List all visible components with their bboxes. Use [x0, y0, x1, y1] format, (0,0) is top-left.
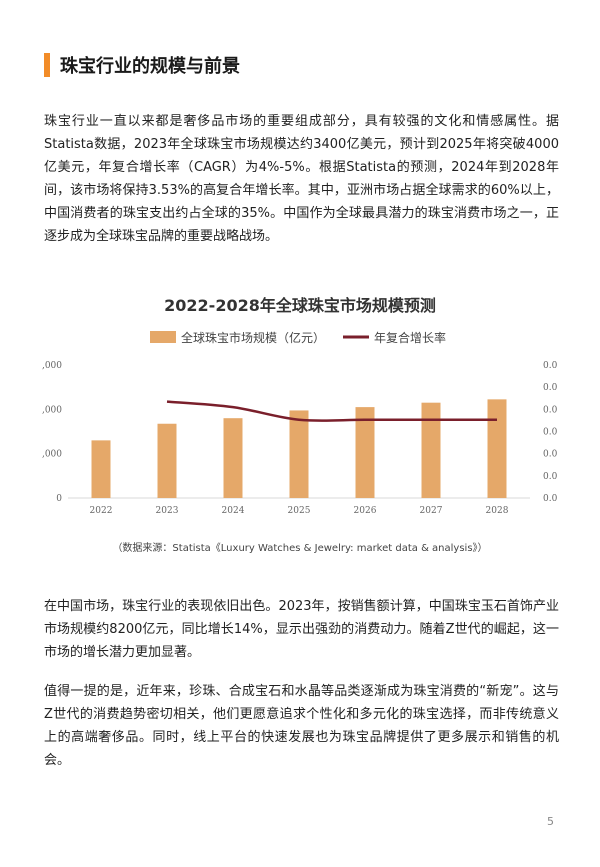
bar: [91, 440, 111, 498]
bar: [355, 407, 375, 498]
y-right-tick-label: 0.0: [543, 450, 558, 460]
section-title: 珠宝行业的规模与前景: [60, 56, 240, 77]
y-left-tick-label: 0: [56, 494, 62, 504]
bar: [223, 418, 243, 498]
y-right-tick-label: 0.0: [543, 428, 558, 438]
y-right-tick-label: 0.0: [543, 361, 558, 371]
y-left-tick-label: ,000: [42, 405, 62, 415]
x-tick-label: 2022: [90, 506, 113, 516]
x-tick-label: 2025: [288, 506, 311, 516]
bar: [421, 402, 441, 498]
section-header: 珠宝行业的规模与前景: [44, 52, 240, 78]
cagr-line: [166, 400, 497, 422]
x-tick-label: 2023: [156, 506, 179, 516]
intro-paragraph: 珠宝行业一直以来都是奢侈品市场的重要组成部分，具有较强的文化和情感属性。据Sta…: [44, 114, 559, 244]
y-right-tick-label: 0.0: [543, 494, 558, 504]
x-tick-label: 2027: [420, 506, 443, 516]
china-market-paragraph: 在中国市场，珠宝行业的表现依旧出色。2023年，按销售额计算，中国珠宝玉石首饰产…: [44, 599, 559, 660]
y-right-tick-label: 0.0: [543, 472, 558, 482]
y-right-tick-label: 0.0: [543, 383, 558, 393]
legend-label-line: 年复合增长率: [374, 330, 446, 345]
bar: [157, 423, 177, 498]
bar: [487, 399, 507, 498]
title-accent-bar: [44, 53, 50, 77]
y-left-tick-label: ,000: [42, 450, 62, 460]
legend-swatch-bar: [150, 331, 176, 343]
y-left-tick-label: ,000: [42, 361, 62, 371]
x-tick-label: 2024: [222, 506, 245, 516]
bar: [289, 410, 309, 498]
x-tick-label: 2028: [486, 506, 509, 516]
x-tick-label: 2026: [354, 506, 377, 516]
source-note: （数据来源：Statista《Luxury Watches & Jewelry:…: [112, 543, 488, 554]
trend-paragraph: 值得一提的是，近年来，珍珠、合成宝石和水晶等品类逐渐成为珠宝消费的“新宠”。这与…: [44, 684, 559, 768]
chart-title: 2022-2028年全球珠宝市场规模预测: [164, 296, 436, 315]
y-right-tick-label: 0.0: [543, 405, 558, 415]
page-number: 5: [547, 815, 554, 828]
legend-label-bar: 全球珠宝市场规模（亿元）: [181, 330, 325, 345]
